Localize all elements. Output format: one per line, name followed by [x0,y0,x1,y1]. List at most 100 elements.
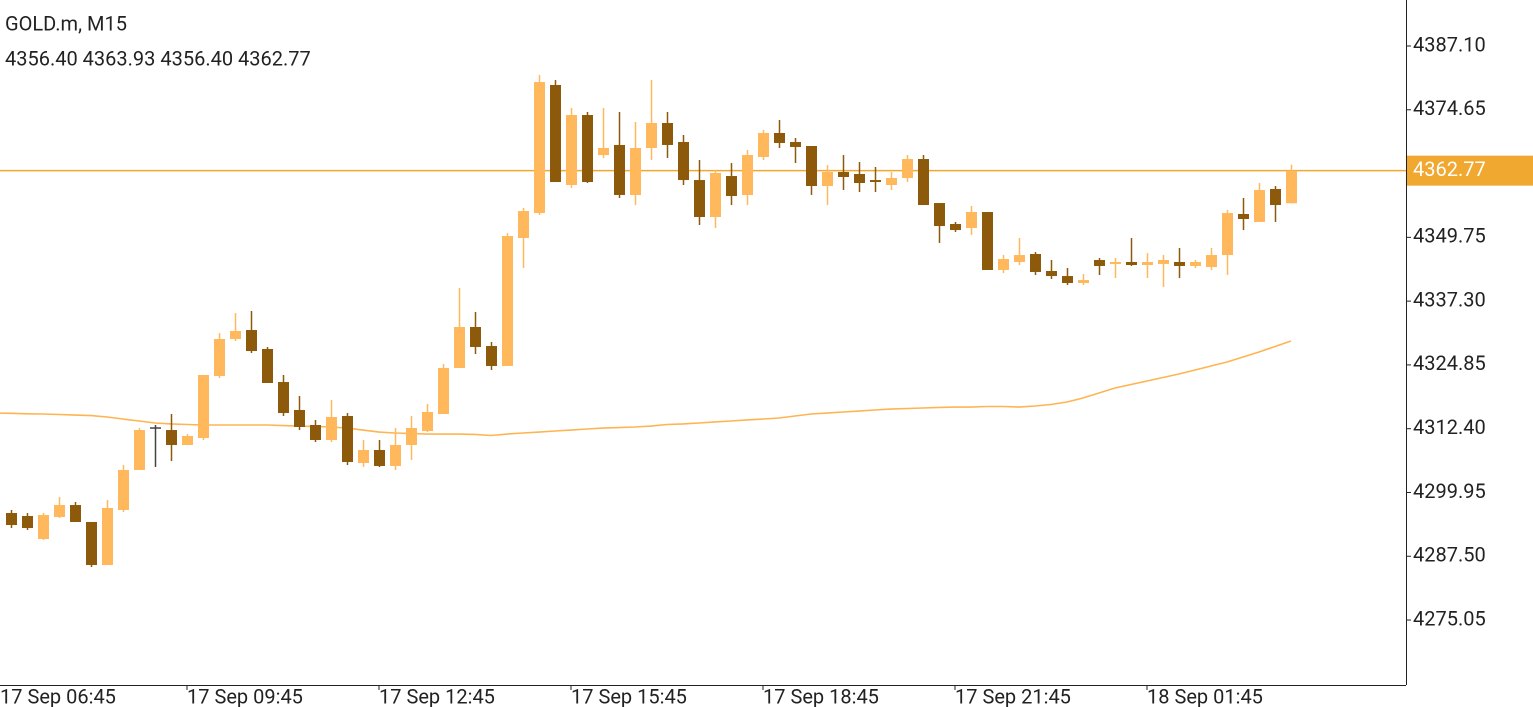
candle-body [358,450,369,464]
candle-body [214,338,225,377]
candle-body [1254,190,1265,222]
x-tick-label: 17 Sep 12:45 [379,684,495,707]
candle-body [822,171,833,187]
x-tick-label: 17 Sep 06:45 [0,684,116,707]
candle-body [6,513,17,526]
candle-body [758,132,769,158]
candle-body [502,236,513,366]
candle-body [422,411,433,432]
candle-body [406,428,417,445]
candle-body [1142,261,1153,266]
candle-body [838,171,849,178]
candle-body [470,327,481,347]
y-tick-label: 4374.65 [1413,96,1486,120]
x-tick-label: 17 Sep 15:45 [571,684,687,707]
candle-body [1062,276,1073,283]
candle-body [998,259,1009,270]
x-tick-label: 18 Sep 01:45 [1147,684,1263,707]
y-tick-label: 4287.50 [1413,543,1486,567]
candle-body [102,507,113,566]
y-tick-label: 4312.40 [1413,415,1486,439]
candle-body [1014,255,1025,262]
candle-body [726,176,737,197]
y-tick-label: 4387.10 [1413,32,1486,56]
y-tick-label: 4275.05 [1413,606,1486,630]
candle-body [902,159,913,179]
candle-body [534,82,545,214]
candle-body [678,142,689,181]
candle-body [278,382,289,414]
candle-body [598,148,609,156]
candle-body [582,115,593,183]
candle-body [646,123,657,149]
candle-body [1030,253,1041,272]
y-tick-label: 4299.95 [1413,479,1486,503]
candle-body [1270,188,1281,206]
candle-body [790,142,801,147]
candle-body [966,211,977,229]
candle-body [614,144,625,195]
candle-body [1094,259,1105,266]
candle-body [870,180,881,183]
candle-body [662,123,673,145]
y-tick-label: 4324.85 [1413,351,1486,375]
candle-body [982,211,993,270]
candle-body [806,146,817,187]
candle-body [38,515,49,539]
candle-body [486,346,497,366]
y-tick-label: 4349.75 [1413,224,1486,248]
candle-body [710,173,721,218]
candle-body [1046,271,1057,277]
last-price-label: 4362.77 [1413,157,1486,181]
plot-area [0,75,1406,568]
candle-body [310,425,321,441]
candle-body [70,505,81,522]
chart-subtitle: 4356.40 4363.93 4356.40 4362.77 [5,46,311,70]
candle-body [742,155,753,195]
candle-body [390,444,401,466]
candle-body [934,203,945,227]
chart-title: GOLD.m, M15 [5,11,127,35]
x-tick-label: 17 Sep 21:45 [955,684,1071,707]
candle-body [86,521,97,566]
candle-body [1158,259,1169,264]
candle-body [694,180,705,218]
candle-body [1110,261,1121,264]
candle-body [1222,213,1233,256]
candle-body [150,427,161,429]
y-tick-label: 4337.30 [1413,287,1486,311]
candle-body [630,148,641,195]
candle-body [230,330,241,339]
x-tick-label: 17 Sep 09:45 [187,684,303,707]
candle-body [198,375,209,439]
candle-body [1286,170,1297,204]
candle-body [518,211,529,239]
candle-body [134,430,145,470]
candle-body [246,330,257,352]
candle-body [326,417,337,441]
moving-average [0,340,1292,437]
candle-body [166,430,177,445]
x-tick-label: 17 Sep 18:45 [763,684,879,707]
candle-body [374,450,385,466]
candle-body [1238,213,1249,220]
candle-body [262,348,273,383]
candle-body [54,505,65,518]
candle-body [550,84,561,183]
candle-body [182,436,193,445]
candle-body [1078,280,1089,283]
candle-body [22,515,33,529]
candle-body [454,327,465,368]
candle-body [1126,261,1137,266]
candle-body [566,115,577,185]
candle-body [1206,255,1217,268]
candle-body [1190,261,1201,266]
candle-body [342,415,353,462]
candle-body [918,159,929,206]
candle-body [950,223,961,231]
candle-body [438,367,449,414]
candle-body [854,173,865,183]
candle-body [294,409,305,428]
